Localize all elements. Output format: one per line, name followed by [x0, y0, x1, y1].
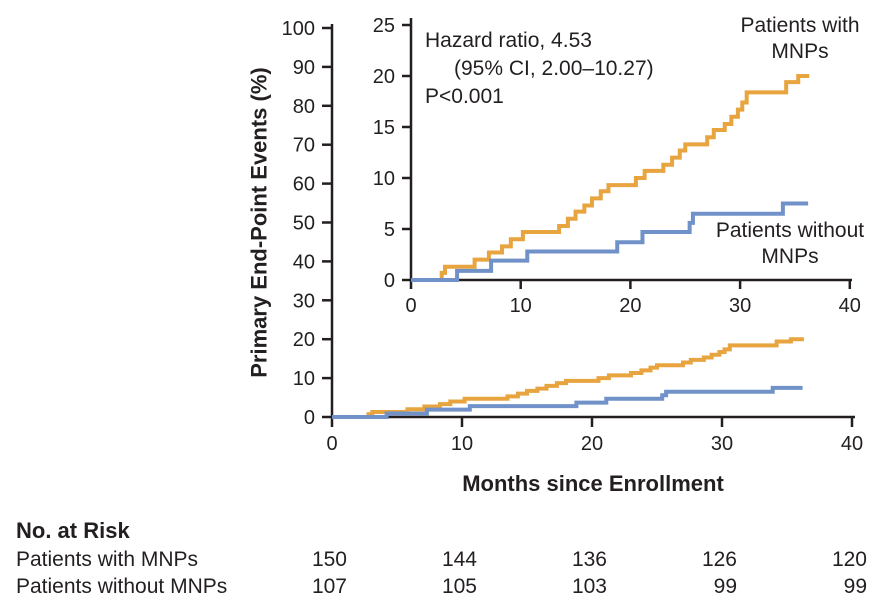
series-label-with-mnps: Patients with MNPs: [710, 13, 882, 65]
series-label-line: MNPs: [761, 245, 819, 268]
series-label-without-mnps: Patients without MNPs: [690, 218, 882, 270]
y-tick-label: 70: [293, 135, 315, 157]
inset-plot-curve-with-mnps: [411, 74, 810, 282]
series-label-line: Patients with: [740, 14, 860, 37]
y-tick-label: 10: [373, 168, 395, 190]
risk-row-label: Patients without MNPs: [16, 575, 228, 598]
risk-table-title: No. at Risk: [16, 518, 130, 543]
y-tick-label: 100: [282, 18, 315, 40]
y-tick-label: 25: [373, 15, 395, 37]
y-tick-label: 90: [293, 57, 315, 79]
x-tick-label: 30: [729, 295, 751, 317]
y-tick-label: 0: [304, 407, 315, 429]
inset-plot: 0 5 10 15 20 25 0 10 20 30 40: [373, 15, 861, 317]
y-tick-label: 10: [293, 368, 315, 390]
x-axis-title: Months since Enrollment: [462, 471, 724, 496]
hazard-ratio-annotation: Hazard ratio, 4.53 (95% CI, 2.00–10.27) …: [425, 27, 654, 111]
risk-row-label: Patients with MNPs: [16, 548, 199, 571]
x-tick-label: 40: [841, 433, 863, 455]
risk-value: 105: [441, 575, 477, 598]
risk-value: 120: [831, 548, 867, 571]
x-tick-label: 10: [510, 295, 532, 317]
y-tick-label: 15: [373, 117, 395, 139]
y-tick-label: 20: [293, 329, 315, 351]
x-tick-label: 20: [619, 295, 641, 317]
risk-value: 126: [701, 548, 737, 571]
risk-value: 150: [311, 548, 347, 571]
y-tick-label: 30: [293, 290, 315, 312]
y-tick-label: 80: [293, 96, 315, 118]
x-tick-label: 40: [839, 295, 861, 317]
risk-value: 136: [571, 548, 607, 571]
annotation-line-1: Hazard ratio, 4.53: [425, 29, 592, 52]
series-label-line: MNPs: [771, 40, 829, 63]
x-tick-label: 20: [581, 433, 603, 455]
main-plot-curve-with-mnps: [332, 337, 804, 419]
inset-plot-curve-without-mnps: [411, 201, 809, 282]
annotation-line-3: P<0.001: [425, 85, 504, 108]
risk-value: 103: [571, 575, 607, 598]
annotation-line-2: (95% CI, 2.00–10.27): [454, 57, 654, 80]
risk-value: 99: [843, 575, 867, 598]
risk-value: 99: [713, 575, 737, 598]
risk-value: 107: [311, 575, 347, 598]
y-tick-label: 40: [293, 251, 315, 273]
main-plot-curve-without-mnps: [332, 385, 803, 419]
risk-value: 144: [441, 548, 477, 571]
x-tick-label: 0: [326, 433, 337, 455]
y-tick-label: 50: [293, 213, 315, 235]
risk-table-row-without-mnps: Patients without MNPs 107 105 103 99 99: [0, 575, 882, 601]
y-tick-label: 60: [293, 174, 315, 196]
x-tick-label: 30: [711, 433, 733, 455]
x-tick-label: 0: [405, 295, 416, 317]
y-tick-label: 20: [373, 66, 395, 88]
inset-plot-tick-labels: 0 5 10 15 20 25 0 10 20 30 40: [373, 15, 861, 317]
y-axis-title: Primary End-Point Events (%): [246, 67, 272, 378]
risk-table-row-with-mnps: Patients with MNPs 150 144 136 126 120: [0, 548, 882, 574]
y-tick-label: 5: [384, 219, 395, 241]
x-tick-label: 10: [451, 433, 473, 455]
series-label-line: Patients without: [715, 219, 865, 242]
y-tick-label: 0: [384, 270, 395, 292]
